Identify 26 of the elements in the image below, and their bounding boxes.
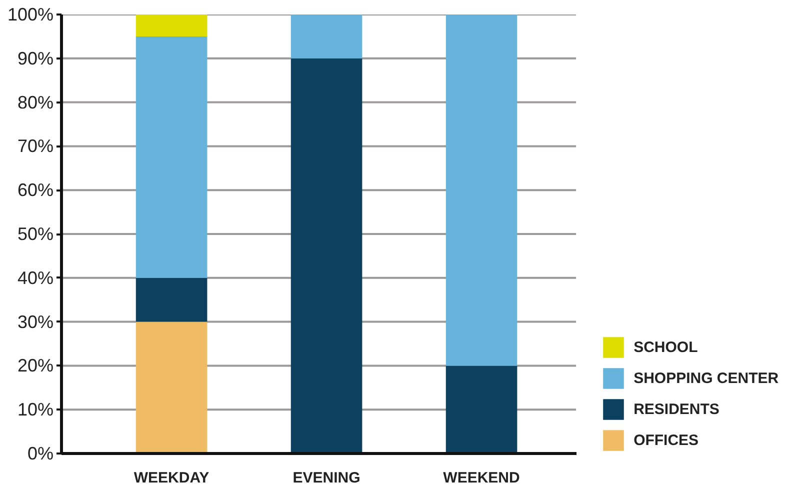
legend-label: OFFICES	[634, 430, 699, 450]
bar	[446, 14, 518, 366]
bar	[290, 14, 362, 58]
x-tick-label: WEEKDAY	[134, 470, 210, 485]
y-tick-label: 40%	[17, 268, 54, 288]
legend-label: SHOPPING CENTER	[634, 368, 779, 388]
y-tick-label: 30%	[17, 312, 54, 332]
y-tick-label: 60%	[17, 180, 54, 200]
bar	[136, 36, 208, 278]
legend-label: SCHOOL	[634, 338, 698, 358]
y-tick-label: 50%	[17, 224, 54, 244]
y-tick-label: 10%	[17, 400, 54, 420]
y-tick-label: 20%	[17, 356, 54, 376]
bar	[136, 278, 208, 322]
x-tick-label: WEEKEND	[443, 470, 520, 485]
y-tick-label: 100%	[7, 4, 54, 24]
x-tick-label: EVENING	[292, 470, 360, 485]
y-tick-label: 0%	[27, 444, 54, 464]
legend-label: RESIDENTS	[634, 400, 720, 420]
bar	[136, 14, 208, 36]
y-tick-label: 80%	[17, 92, 54, 112]
bar	[136, 322, 208, 454]
y-tick-label: 90%	[17, 48, 54, 68]
bar	[446, 366, 518, 454]
y-tick-label: 70%	[17, 136, 54, 156]
bar	[290, 58, 362, 454]
